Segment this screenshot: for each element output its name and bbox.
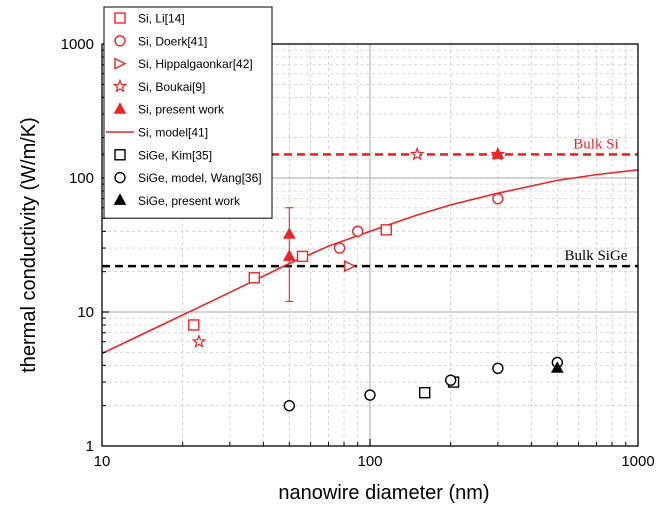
legend-marker-8	[113, 193, 127, 205]
y-tick-label: 100	[69, 170, 94, 187]
legend-label-8: SiGe, present work	[138, 194, 241, 208]
si-model-curve	[101, 169, 639, 355]
legend-marker-7	[114, 171, 126, 184]
x-tick-label: 1000	[621, 453, 654, 470]
legend-marker-0	[114, 12, 126, 24]
data-point-series-7	[444, 374, 457, 386]
y-axis-title: thermal conductivity (W/m/K)	[18, 117, 40, 373]
legend-marker-1	[114, 35, 126, 47]
data-point-series-1	[333, 242, 346, 254]
legend-box	[103, 6, 273, 219]
y-tick-label: 10	[77, 304, 94, 321]
data-point-series-8	[550, 361, 564, 373]
legend-label-6: SiGe, Kim[35]	[138, 148, 212, 162]
data-point-series-0	[188, 319, 200, 331]
legend-label-2: Si, Hippalgaonkar[42]	[138, 57, 253, 71]
data-point-series-4	[491, 147, 505, 159]
model-curve-layer	[101, 169, 639, 355]
legend-marker-6	[114, 149, 126, 161]
legend-label-3: Si, Boukai[9]	[138, 80, 205, 94]
data-point-series-7	[492, 362, 504, 375]
data-point-series-6	[419, 386, 431, 399]
legend: Si, Li[14] Si, Doerk[41] Si, Hippalgaonkar…	[103, 6, 273, 219]
legend-label-5: Si, model[41]	[138, 126, 208, 140]
data-point-series-7	[283, 399, 296, 412]
y-tick-label: 1	[86, 438, 94, 455]
data-points-layer	[188, 146, 564, 412]
data-point-series-2	[344, 259, 357, 273]
data-point-series-0	[380, 224, 392, 236]
x-axis-title: nanowire diameter (nm)	[278, 482, 489, 504]
data-point-series-3	[191, 333, 207, 348]
data-point-series-1	[352, 225, 364, 238]
data-point-series-4	[282, 227, 296, 239]
data-point-series-1	[492, 193, 504, 205]
legend-marker-2	[114, 57, 127, 70]
data-point-series-3	[409, 146, 425, 161]
legend-label-4: Si, present work	[138, 103, 225, 117]
data-point-series-7	[364, 389, 376, 401]
data-point-series-0	[296, 250, 309, 263]
y-tick-label: 1000	[61, 36, 94, 53]
bulk-reference-lines: Bulk Si Bulk SiGe	[102, 136, 638, 268]
legend-marker-3	[112, 78, 128, 93]
x-tick-label: 10	[94, 453, 111, 470]
data-point-series-4	[282, 249, 296, 261]
bulk-sige-label: Bulk SiGe	[565, 248, 628, 264]
x-tick-label: 100	[357, 453, 382, 470]
bulk-si-label: Bulk Si	[573, 136, 618, 152]
legend-marker-4	[113, 102, 127, 114]
legend-label-7: SiGe, model, Wang[36]	[138, 171, 262, 185]
minor-grid	[102, 44, 638, 446]
legend-label-1: Si, Doerk[41]	[138, 34, 207, 48]
legend-label-0: Si, Li[14]	[138, 12, 185, 26]
data-point-series-0	[248, 272, 260, 284]
